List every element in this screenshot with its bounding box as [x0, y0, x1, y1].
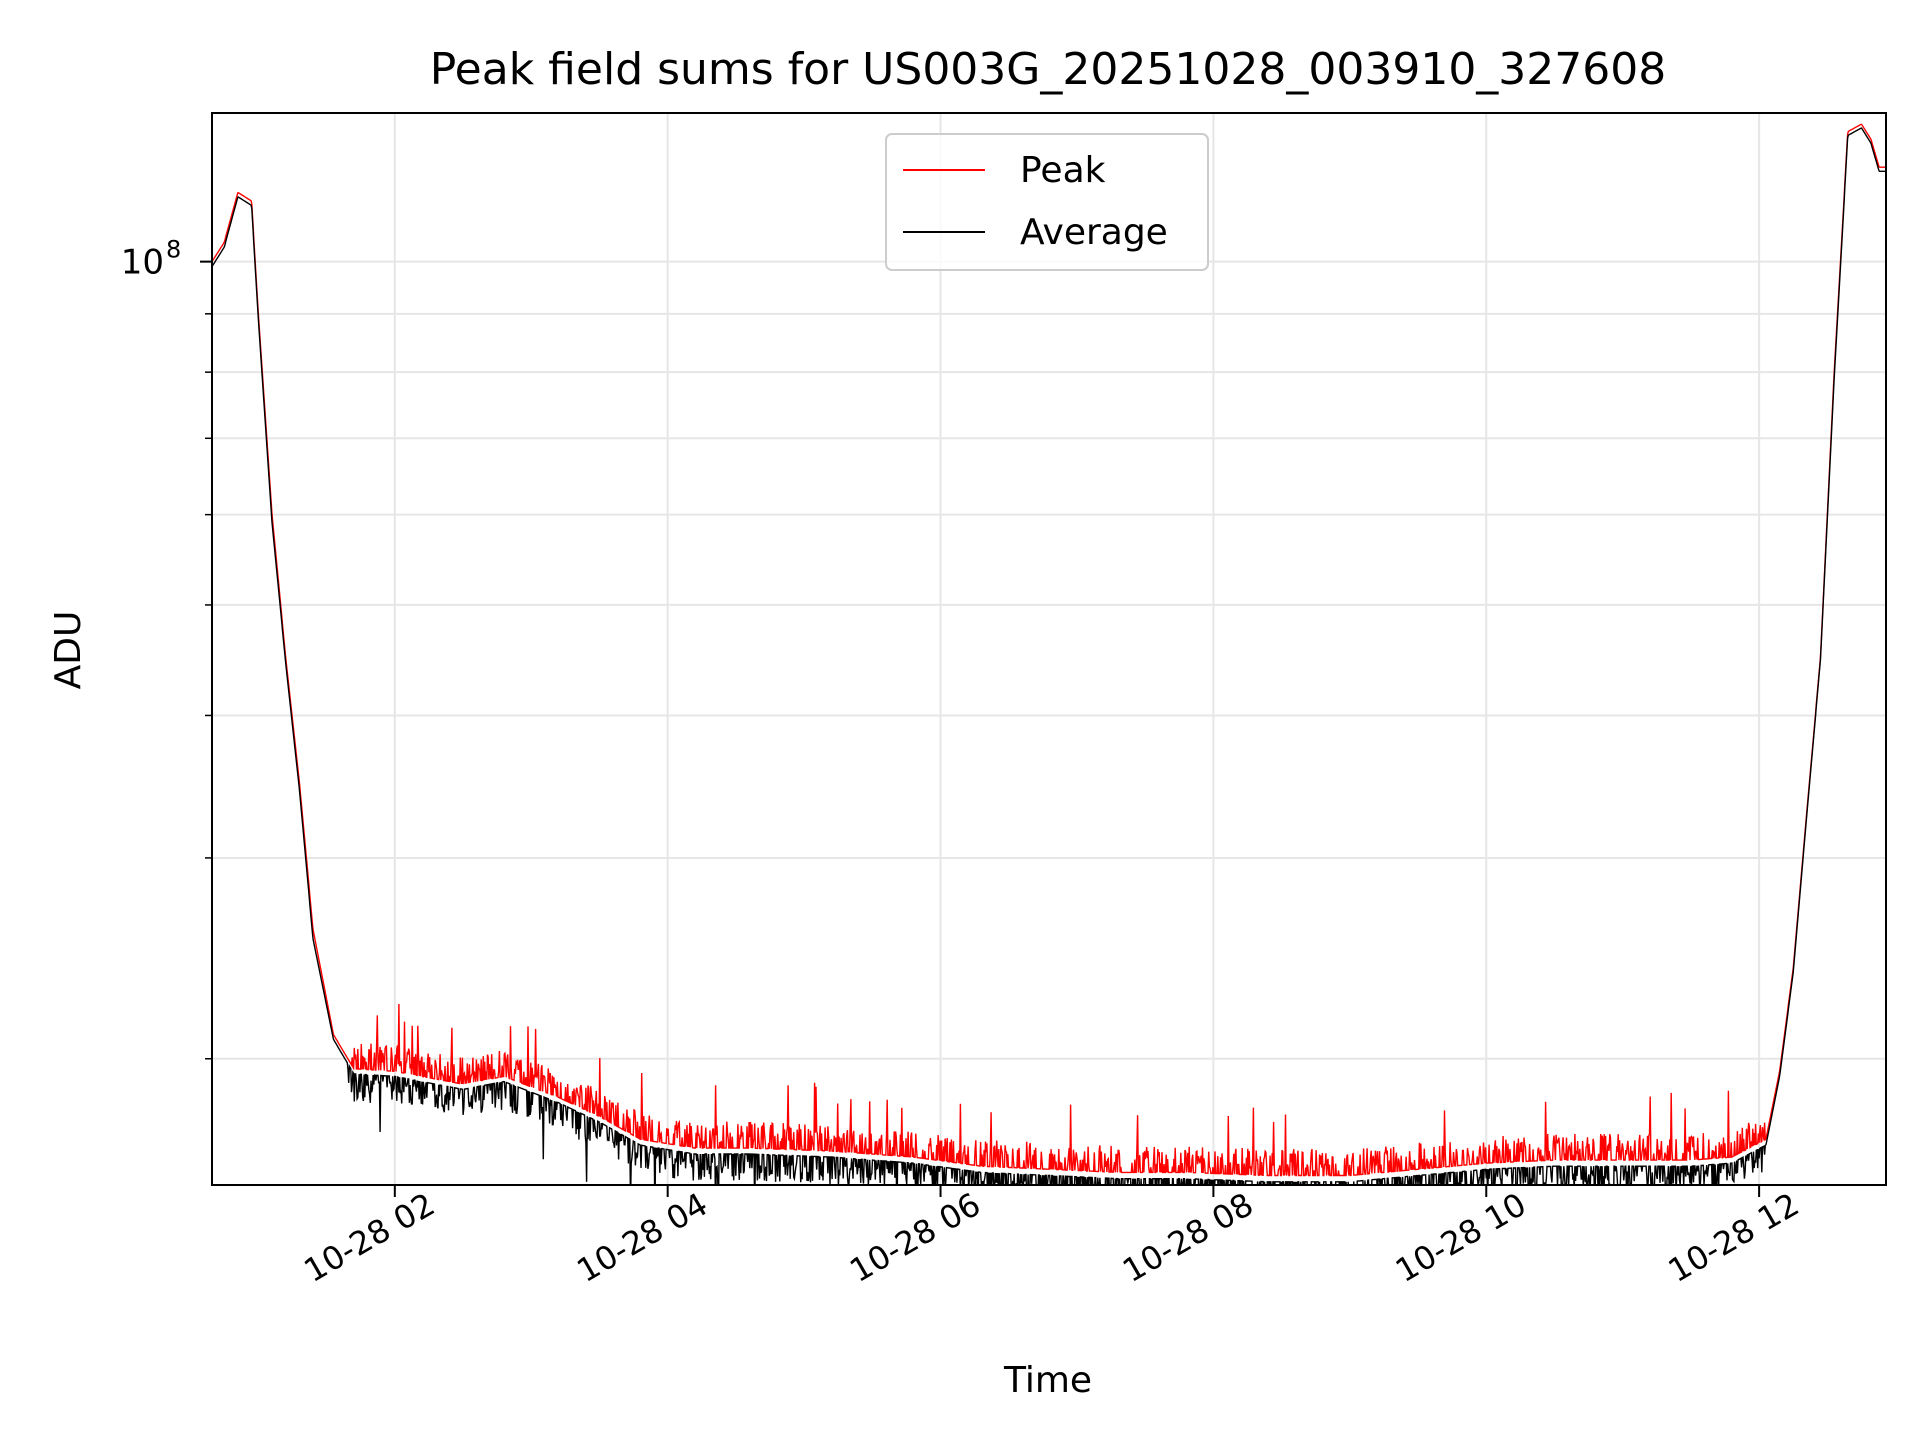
legend-box	[885, 133, 1209, 271]
y-tick-label: 10	[121, 243, 164, 283]
legend-label-peak: Peak	[1020, 150, 1106, 191]
chart-title: Peak field sums for US003G_20251028_0039…	[430, 44, 1667, 95]
legend: Peak Average	[885, 133, 1209, 271]
series-line-peak	[212, 123, 1886, 1177]
series-line-average	[212, 127, 1886, 1185]
y-axis-label: ADU	[48, 611, 89, 690]
plot-frame	[211, 112, 1887, 1186]
y-tick-label-exponent: 8	[166, 236, 181, 264]
x-axis-label: Time	[1003, 1360, 1092, 1401]
series-layer	[212, 123, 1886, 1185]
legend-label-average: Average	[1020, 212, 1168, 253]
